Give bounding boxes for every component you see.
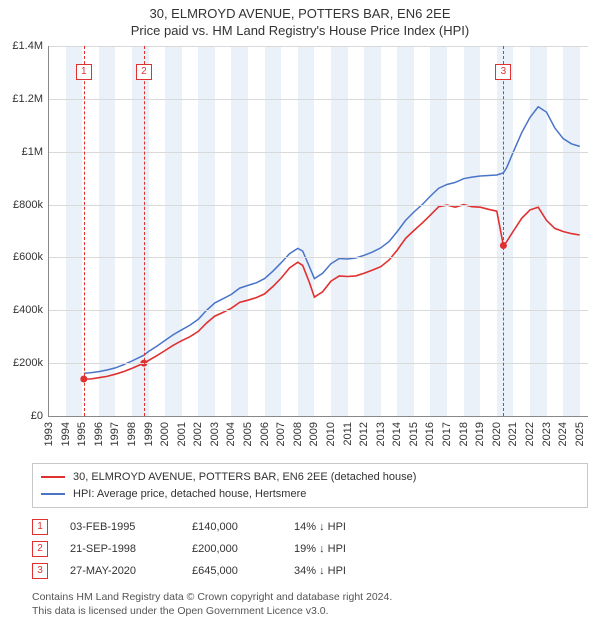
x-axis-label: 1996 xyxy=(93,422,105,446)
x-axis-label: 2024 xyxy=(557,422,569,446)
footer-licence: This data is licensed under the Open Gov… xyxy=(32,604,588,618)
x-axis-label: 2016 xyxy=(424,422,436,446)
x-axis-label: 2015 xyxy=(408,422,420,446)
sales-table-row: 1 03-FEB-1995 £140,000 14% ↓ HPI xyxy=(32,516,588,538)
sale-marker-line xyxy=(144,46,145,416)
chart-subtitle: Price paid vs. HM Land Registry's House … xyxy=(0,23,600,38)
x-axis-label: 2012 xyxy=(358,422,370,446)
x-axis-label: 2013 xyxy=(375,422,387,446)
x-axis-label: 2000 xyxy=(159,422,171,446)
sale-row-price: £645,000 xyxy=(192,565,272,577)
chart-legend: 30, ELMROYD AVENUE, POTTERS BAR, EN6 2EE… xyxy=(32,463,588,508)
x-axis-label: 2007 xyxy=(275,422,287,446)
sale-row-badge: 2 xyxy=(32,541,48,557)
address-title: 30, ELMROYD AVENUE, POTTERS BAR, EN6 2EE xyxy=(0,6,600,21)
x-axis-label: 2018 xyxy=(458,422,470,446)
y-axis-label: £600k xyxy=(13,251,43,263)
sale-row-price: £140,000 xyxy=(192,521,272,533)
y-axis-label: £200k xyxy=(13,357,43,369)
x-axis-label: 2010 xyxy=(325,422,337,446)
x-axis-label: 2011 xyxy=(342,422,354,446)
x-axis-label: 2019 xyxy=(474,422,486,446)
x-axis-label: 2025 xyxy=(574,422,586,446)
x-axis-label: 1998 xyxy=(126,422,138,446)
x-axis-label: 1995 xyxy=(76,422,88,446)
sale-row-badge: 1 xyxy=(32,519,48,535)
legend-label: 30, ELMROYD AVENUE, POTTERS BAR, EN6 2EE… xyxy=(73,469,416,486)
legend-swatch xyxy=(41,476,65,478)
legend-label: HPI: Average price, detached house, Hert… xyxy=(73,486,306,503)
gridline-h xyxy=(49,46,588,47)
x-axis-label: 2006 xyxy=(259,422,271,446)
gridline-h xyxy=(49,99,588,100)
x-axis-label: 2005 xyxy=(242,422,254,446)
sale-row-badge: 3 xyxy=(32,563,48,579)
sale-row-delta: 14% ↓ HPI xyxy=(294,521,414,533)
chart-titles: 30, ELMROYD AVENUE, POTTERS BAR, EN6 2EE… xyxy=(0,0,600,38)
sale-marker-line xyxy=(503,46,504,416)
sales-table-row: 3 27-MAY-2020 £645,000 34% ↓ HPI xyxy=(32,560,588,582)
sale-row-date: 03-FEB-1995 xyxy=(70,521,170,533)
y-axis-label: £1M xyxy=(22,146,43,158)
x-axis-label: 1993 xyxy=(43,422,55,446)
series-line xyxy=(84,107,580,373)
x-axis-label: 2021 xyxy=(507,422,519,446)
chart-footer: Contains HM Land Registry data © Crown c… xyxy=(32,590,588,618)
sale-row-date: 27-MAY-2020 xyxy=(70,565,170,577)
sale-marker-badge: 3 xyxy=(495,64,511,80)
x-axis-label: 2008 xyxy=(292,422,304,446)
sale-row-date: 21-SEP-1998 xyxy=(70,543,170,555)
series-line xyxy=(84,205,580,379)
y-axis-label: £0 xyxy=(31,410,43,422)
x-axis-label: 2002 xyxy=(192,422,204,446)
sales-table-row: 2 21-SEP-1998 £200,000 19% ↓ HPI xyxy=(32,538,588,560)
footer-copyright: Contains HM Land Registry data © Crown c… xyxy=(32,590,588,604)
x-axis-label: 2004 xyxy=(225,422,237,446)
gridline-h xyxy=(49,257,588,258)
gridline-h xyxy=(49,363,588,364)
gridline-h xyxy=(49,310,588,311)
sale-row-delta: 34% ↓ HPI xyxy=(294,565,414,577)
gridline-h xyxy=(49,152,588,153)
x-axis-label: 2022 xyxy=(524,422,536,446)
x-axis-label: 2023 xyxy=(541,422,553,446)
x-axis-label: 2014 xyxy=(391,422,403,446)
y-axis-label: £800k xyxy=(13,199,43,211)
sale-marker-badge: 1 xyxy=(76,64,92,80)
sale-row-delta: 19% ↓ HPI xyxy=(294,543,414,555)
sale-marker-badge: 2 xyxy=(136,64,152,80)
y-axis-label: £1.4M xyxy=(12,40,43,52)
x-axis-label: 1999 xyxy=(143,422,155,446)
x-axis-label: 1994 xyxy=(60,422,72,446)
y-axis-label: £400k xyxy=(13,304,43,316)
chart-svg xyxy=(49,46,588,416)
gridline-h xyxy=(49,205,588,206)
legend-row: HPI: Average price, detached house, Hert… xyxy=(41,486,579,503)
sale-marker-line xyxy=(84,46,85,416)
sales-table: 1 03-FEB-1995 £140,000 14% ↓ HPI 2 21-SEP-199… xyxy=(32,516,588,582)
chart-container: 30, ELMROYD AVENUE, POTTERS BAR, EN6 2EE… xyxy=(0,0,600,590)
sale-row-price: £200,000 xyxy=(192,543,272,555)
chart-plot-area: £0£200k£400k£600k£800k£1M£1.2M£1.4M19931… xyxy=(48,46,588,417)
x-axis-label: 2009 xyxy=(308,422,320,446)
legend-swatch xyxy=(41,493,65,495)
x-axis-label: 2003 xyxy=(209,422,221,446)
x-axis-label: 2001 xyxy=(176,422,188,446)
legend-row: 30, ELMROYD AVENUE, POTTERS BAR, EN6 2EE… xyxy=(41,469,579,486)
y-axis-label: £1.2M xyxy=(12,93,43,105)
x-axis-label: 2017 xyxy=(441,422,453,446)
x-axis-label: 2020 xyxy=(491,422,503,446)
x-axis-label: 1997 xyxy=(109,422,121,446)
